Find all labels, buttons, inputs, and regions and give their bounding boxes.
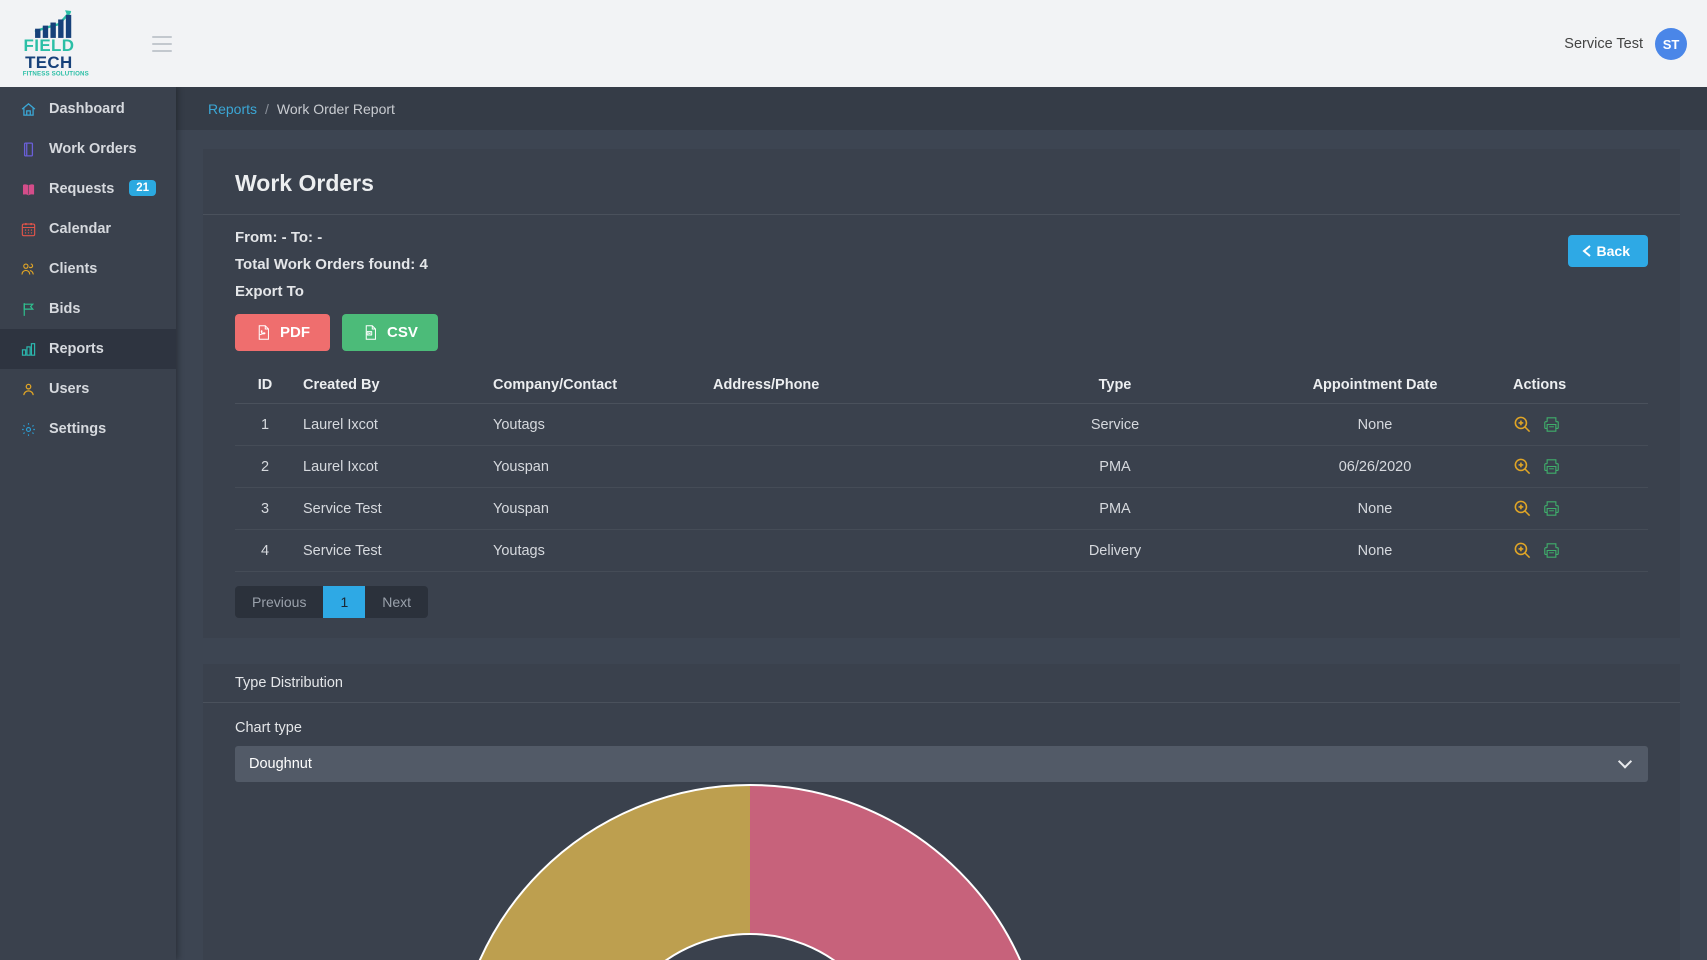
svg-text:TECH: TECH xyxy=(25,53,73,72)
svg-text:FITNESS SOLUTIONS: FITNESS SOLUTIONS xyxy=(23,71,89,76)
svg-text:FIELD: FIELD xyxy=(24,36,75,55)
